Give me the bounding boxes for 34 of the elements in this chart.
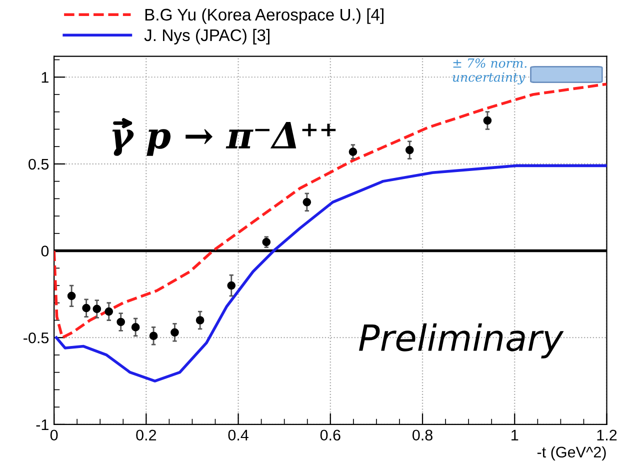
- annotation: Preliminary: [359, 323, 564, 358]
- point: [227, 281, 236, 290]
- point: [302, 198, 312, 206]
- point: [92, 304, 102, 314]
- legend-label: B.G Yu (Korea Aerospace U.) [4]: [145, 8, 384, 24]
- point: [405, 146, 414, 154]
- y-tick-label: 1: [42, 72, 48, 83]
- point: [149, 332, 158, 340]
- point: [483, 116, 492, 125]
- point: [82, 304, 90, 312]
- point: [116, 318, 126, 326]
- legend-label: J. Nys (JPAC) [3]: [144, 28, 270, 44]
- line-series: [54, 164, 607, 382]
- x-tick-label: 1: [512, 430, 518, 440]
- x-tick-label: 0.6: [320, 430, 340, 441]
- annotation: ± 7% norm. uncertainty: [452, 58, 526, 84]
- point: [104, 307, 114, 316]
- x-tick-label: 1.2: [597, 430, 617, 440]
- annotation: γ p → π⁻Δ⁺⁺: [112, 122, 336, 156]
- y-tick-label: 0: [41, 246, 49, 256]
- point: [170, 328, 179, 337]
- point: [131, 323, 140, 332]
- x-tick-label: 0.8: [412, 430, 432, 441]
- point: [262, 238, 271, 246]
- y-tick-label: -0.5: [24, 332, 49, 344]
- x-axis-title: -t (GeV^2): [537, 446, 606, 461]
- x-tick-label: 0: [50, 430, 58, 441]
- y-tick-label: -1: [36, 419, 48, 430]
- point: [67, 292, 76, 300]
- point: [196, 316, 204, 324]
- x-tick-label: 0.4: [228, 430, 248, 441]
- y-tick-label: 0.5: [28, 158, 49, 170]
- point: [348, 148, 358, 156]
- x-tick-label: 0.2: [136, 430, 156, 441]
